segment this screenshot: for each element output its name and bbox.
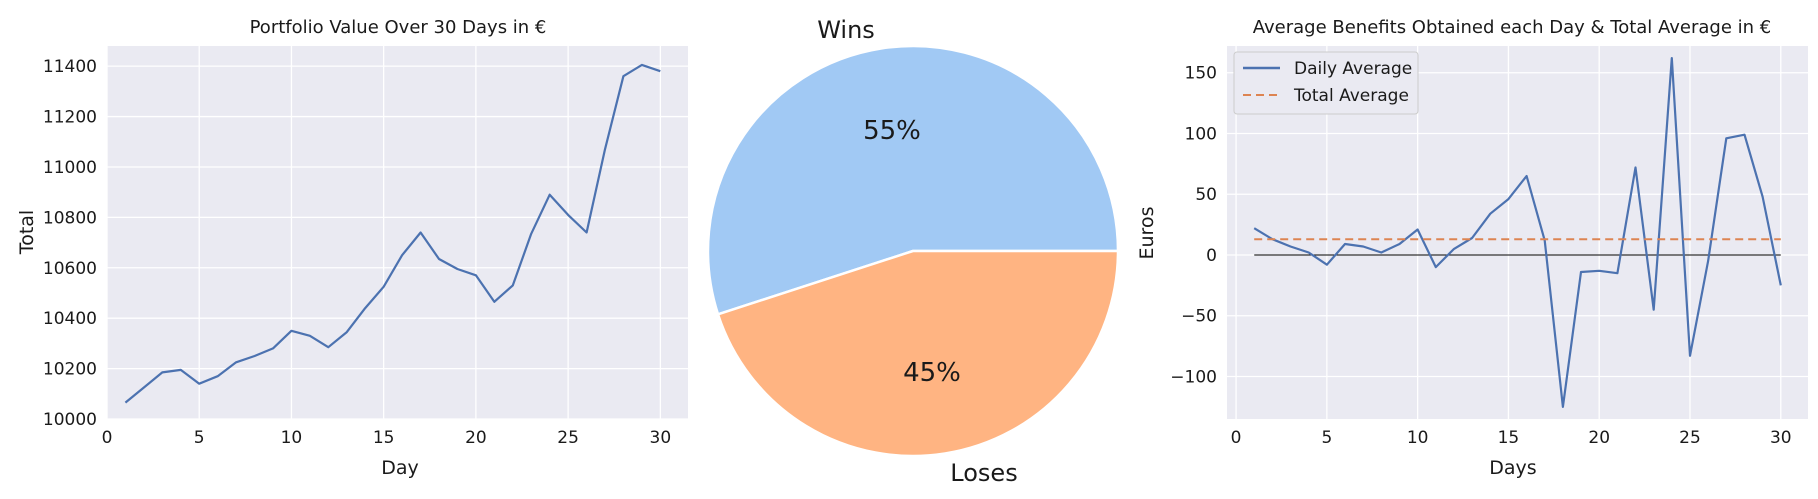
portfolio-ytick-7: 11400 [43,57,97,77]
benefits-series-line-0 [1253,56,1782,408]
pie-pct-wins: 55% [863,116,921,146]
portfolio-ticks: 0 5 10 15 20 25 30 10000 10200 10400 10600 10800 110… [43,57,671,448]
average-benefits-chart: 0 5 10 15 20 25 30 −100 −50 0 50 100 150 Average Ben… [1136,17,1808,479]
benefits-y-label: Euros [1136,207,1158,260]
benefits-xtick-30: 30 [1770,428,1792,448]
pie-pct-loses: 45% [903,358,961,388]
benefits-xtick-15: 15 [1498,428,1520,448]
portfolio-ytick-3: 10600 [43,259,97,279]
portfolio-xtick-5: 5 [194,428,205,448]
benefits-xtick-10: 10 [1407,428,1429,448]
portfolio-x-label: Day [381,457,419,479]
portfolio-ytick-2: 10400 [43,309,97,329]
benefits-xtick-20: 20 [1588,428,1610,448]
portfolio-plot-area [107,46,688,419]
portfolio-xtick-15: 15 [373,428,395,448]
portfolio-series [124,63,661,404]
benefits-xtick-0: 0 [1231,428,1242,448]
benefits-xtick-25: 25 [1679,428,1701,448]
wins-loses-pie-chart: Wins Loses 55% 45% [706,16,1120,487]
portfolio-y-label: Total [16,210,38,255]
pie-slice-loses [716,249,1120,458]
benefits-ytick-0: −100 [1170,367,1217,387]
benefits-ytick-4: 100 [1185,124,1217,144]
pie-slice-wins [706,44,1120,316]
pie-label-loses: Loses [950,459,1017,487]
portfolio-xtick-30: 30 [650,428,672,448]
benefits-ytick-1: −50 [1181,307,1217,327]
benefits-xtick-5: 5 [1321,428,1332,448]
legend-label-daily-average: Daily Average [1294,59,1412,79]
benefits-ticks: 0 5 10 15 20 25 30 −100 −50 0 50 100 150 [1170,64,1791,448]
benefits-title: Average Benefits Obtained each Day & Tot… [1253,17,1771,38]
portfolio-grid [106,46,688,420]
portfolio-series-line-0 [124,63,661,404]
benefits-ytick-3: 50 [1195,185,1217,205]
pie-slices [706,44,1120,458]
benefits-ytick-5: 150 [1185,64,1217,84]
portfolio-xtick-0: 0 [102,428,113,448]
portfolio-ytick-0: 10000 [43,410,97,430]
benefits-legend: Daily Average Total Average [1233,51,1419,115]
portfolio-chart: 0 5 10 15 20 25 30 10000 10200 10400 10600 10800 110… [16,17,688,479]
portfolio-ytick-6: 11200 [43,108,97,128]
portfolio-xtick-10: 10 [281,428,303,448]
benefits-series [1253,56,1782,408]
benefits-ytick-2: 0 [1206,246,1217,266]
portfolio-ytick-1: 10200 [43,360,97,380]
benefits-x-label: Days [1489,457,1536,479]
legend-label-total-average: Total Average [1293,86,1409,106]
portfolio-xtick-20: 20 [465,428,487,448]
portfolio-ytick-5: 11000 [43,158,97,178]
portfolio-title: Portfolio Value Over 30 Days in € [250,17,547,38]
portfolio-ytick-4: 10800 [43,208,97,228]
portfolio-xtick-25: 25 [557,428,579,448]
pie-label-wins: Wins [817,16,875,44]
